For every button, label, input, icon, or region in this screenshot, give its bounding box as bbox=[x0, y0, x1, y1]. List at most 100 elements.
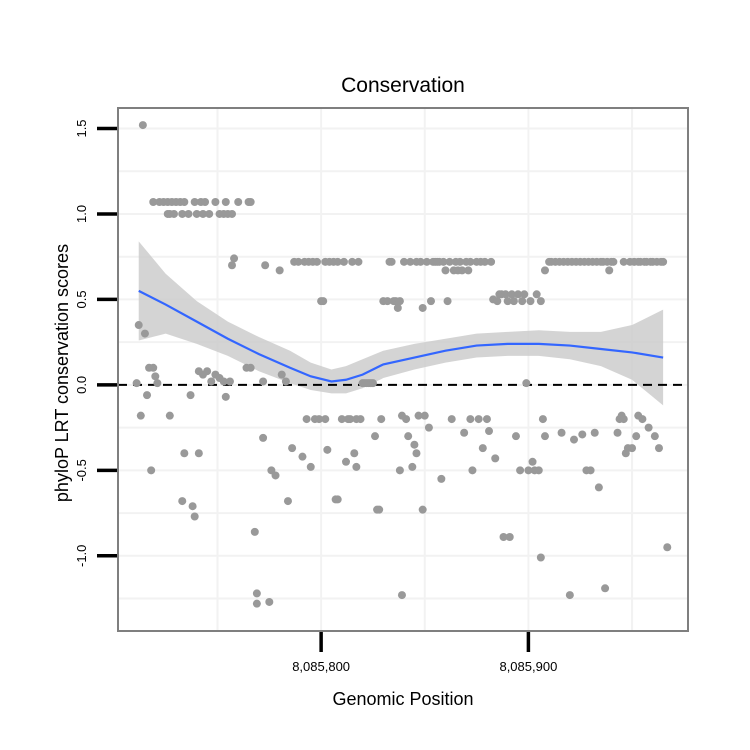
data-point bbox=[594, 483, 603, 492]
data-point bbox=[509, 297, 518, 306]
data-point bbox=[143, 391, 152, 400]
data-point bbox=[524, 466, 533, 475]
data-point bbox=[619, 415, 628, 424]
data-point bbox=[306, 462, 315, 471]
data-point bbox=[265, 597, 274, 606]
data-point bbox=[134, 321, 143, 330]
data-point bbox=[190, 512, 199, 521]
data-point bbox=[395, 297, 404, 306]
data-point bbox=[439, 257, 448, 266]
data-point bbox=[628, 444, 637, 453]
data-point bbox=[302, 415, 311, 424]
data-point bbox=[377, 415, 386, 424]
data-point bbox=[339, 257, 348, 266]
data-point bbox=[203, 367, 212, 376]
data-point bbox=[271, 471, 280, 480]
data-point bbox=[368, 379, 377, 388]
data-point bbox=[493, 297, 502, 306]
data-point bbox=[333, 495, 342, 504]
confidence-band bbox=[138, 241, 664, 406]
data-point bbox=[375, 505, 384, 514]
data-point bbox=[228, 261, 236, 270]
data-point bbox=[319, 297, 328, 306]
data-point bbox=[211, 198, 220, 207]
data-point bbox=[516, 466, 525, 475]
data-point bbox=[219, 377, 228, 386]
data-point bbox=[246, 198, 255, 207]
data-point bbox=[540, 266, 549, 275]
data-point bbox=[393, 303, 402, 312]
data-point bbox=[540, 432, 549, 441]
data-point bbox=[252, 599, 261, 608]
data-point bbox=[350, 449, 359, 458]
data-point bbox=[186, 391, 195, 400]
confidence-band-area bbox=[138, 241, 664, 406]
y-tick-label: 0.0 bbox=[74, 376, 89, 394]
data-point bbox=[397, 591, 406, 600]
data-point bbox=[520, 290, 529, 299]
data-point bbox=[570, 435, 578, 444]
data-point bbox=[250, 527, 259, 536]
x-axis-ticks: 8,085,800 8,085,900 bbox=[292, 632, 557, 674]
data-point bbox=[526, 297, 535, 306]
data-point bbox=[406, 257, 415, 266]
data-point bbox=[225, 377, 234, 386]
data-point bbox=[201, 198, 210, 207]
data-point bbox=[395, 466, 404, 475]
data-point bbox=[505, 532, 514, 541]
y-tick-label: -1.0 bbox=[74, 545, 89, 567]
data-point bbox=[283, 497, 292, 506]
data-point bbox=[259, 433, 268, 442]
data-point bbox=[188, 502, 197, 511]
data-point bbox=[456, 257, 464, 266]
x-axis-label: Genomic Position bbox=[332, 689, 473, 709]
data-point bbox=[501, 290, 510, 299]
data-point bbox=[149, 198, 158, 207]
data-point bbox=[383, 297, 392, 306]
data-point bbox=[275, 266, 284, 275]
plot-panel bbox=[117, 107, 689, 632]
data-point bbox=[140, 329, 149, 338]
data-point bbox=[511, 432, 520, 441]
data-point bbox=[663, 543, 672, 552]
data-point bbox=[198, 209, 207, 218]
data-point bbox=[277, 370, 286, 379]
data-point bbox=[418, 303, 427, 312]
data-point bbox=[534, 466, 543, 475]
data-point bbox=[151, 372, 160, 381]
data-point bbox=[478, 444, 487, 453]
data-point bbox=[408, 462, 417, 471]
data-point bbox=[165, 411, 174, 420]
data-point bbox=[404, 432, 413, 441]
data-point bbox=[507, 290, 516, 299]
data-point bbox=[424, 423, 433, 432]
data-point bbox=[252, 589, 261, 598]
smooth-line bbox=[138, 289, 664, 383]
data-point bbox=[443, 297, 452, 306]
data-point bbox=[234, 198, 243, 207]
smooth-line-path bbox=[138, 289, 664, 383]
y-tick-label: -0.5 bbox=[74, 459, 89, 481]
data-point bbox=[518, 297, 527, 306]
data-point bbox=[333, 257, 342, 266]
data-point bbox=[650, 432, 659, 441]
data-point bbox=[312, 257, 321, 266]
data-point bbox=[230, 254, 239, 263]
data-point bbox=[487, 257, 496, 266]
data-point bbox=[246, 363, 255, 372]
data-point bbox=[532, 290, 541, 299]
data-point bbox=[412, 449, 421, 458]
data-point bbox=[590, 428, 599, 437]
data-point bbox=[323, 445, 332, 454]
data-point bbox=[147, 466, 156, 475]
data-point bbox=[259, 377, 268, 386]
data-point bbox=[468, 466, 477, 475]
panel-border bbox=[117, 107, 689, 632]
data-point bbox=[609, 257, 618, 266]
data-point bbox=[514, 290, 523, 299]
data-point bbox=[205, 209, 214, 218]
x-tick-label: 8,085,900 bbox=[499, 659, 557, 674]
data-point bbox=[348, 257, 357, 266]
data-point bbox=[601, 584, 610, 593]
data-point bbox=[418, 505, 427, 514]
